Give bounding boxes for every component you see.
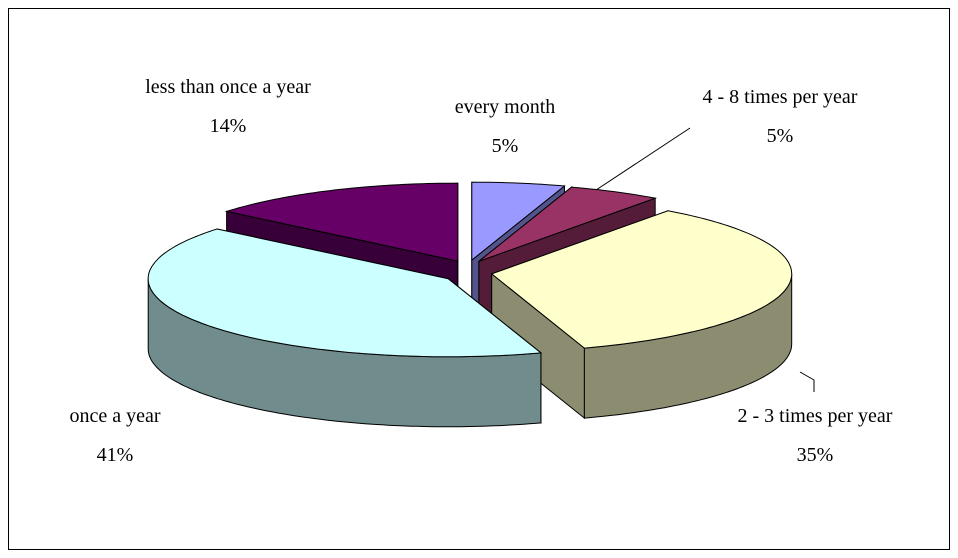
slice-label: 4 - 8 times per year 5% bbox=[680, 78, 880, 156]
slice bbox=[147, 228, 543, 358]
slice-label: every month 5% bbox=[420, 88, 590, 166]
slice-group bbox=[147, 228, 543, 428]
category-label: once a year bbox=[69, 405, 161, 427]
category-label: less than once a year bbox=[145, 76, 311, 98]
slice bbox=[224, 182, 459, 262]
value-label: 41% bbox=[96, 444, 134, 466]
value-label: 35% bbox=[796, 444, 834, 466]
slice-label: less than once a year 14% bbox=[128, 68, 328, 146]
leader-line bbox=[799, 371, 815, 392]
slice bbox=[471, 181, 566, 262]
slice-label: 2 - 3 times per year 35% bbox=[700, 397, 930, 475]
leader-line bbox=[589, 127, 691, 195]
value-label: 14% bbox=[209, 115, 247, 137]
category-label: every month bbox=[454, 96, 556, 118]
slice bbox=[478, 186, 658, 262]
category-label: 4 - 8 times per year bbox=[702, 86, 858, 108]
slice-label: once a year 41% bbox=[30, 397, 200, 475]
value-label: 5% bbox=[766, 125, 794, 147]
slice bbox=[490, 210, 793, 349]
value-label: 5% bbox=[491, 135, 519, 157]
slice-group bbox=[490, 210, 793, 420]
category-label: 2 - 3 times per year bbox=[737, 405, 893, 427]
